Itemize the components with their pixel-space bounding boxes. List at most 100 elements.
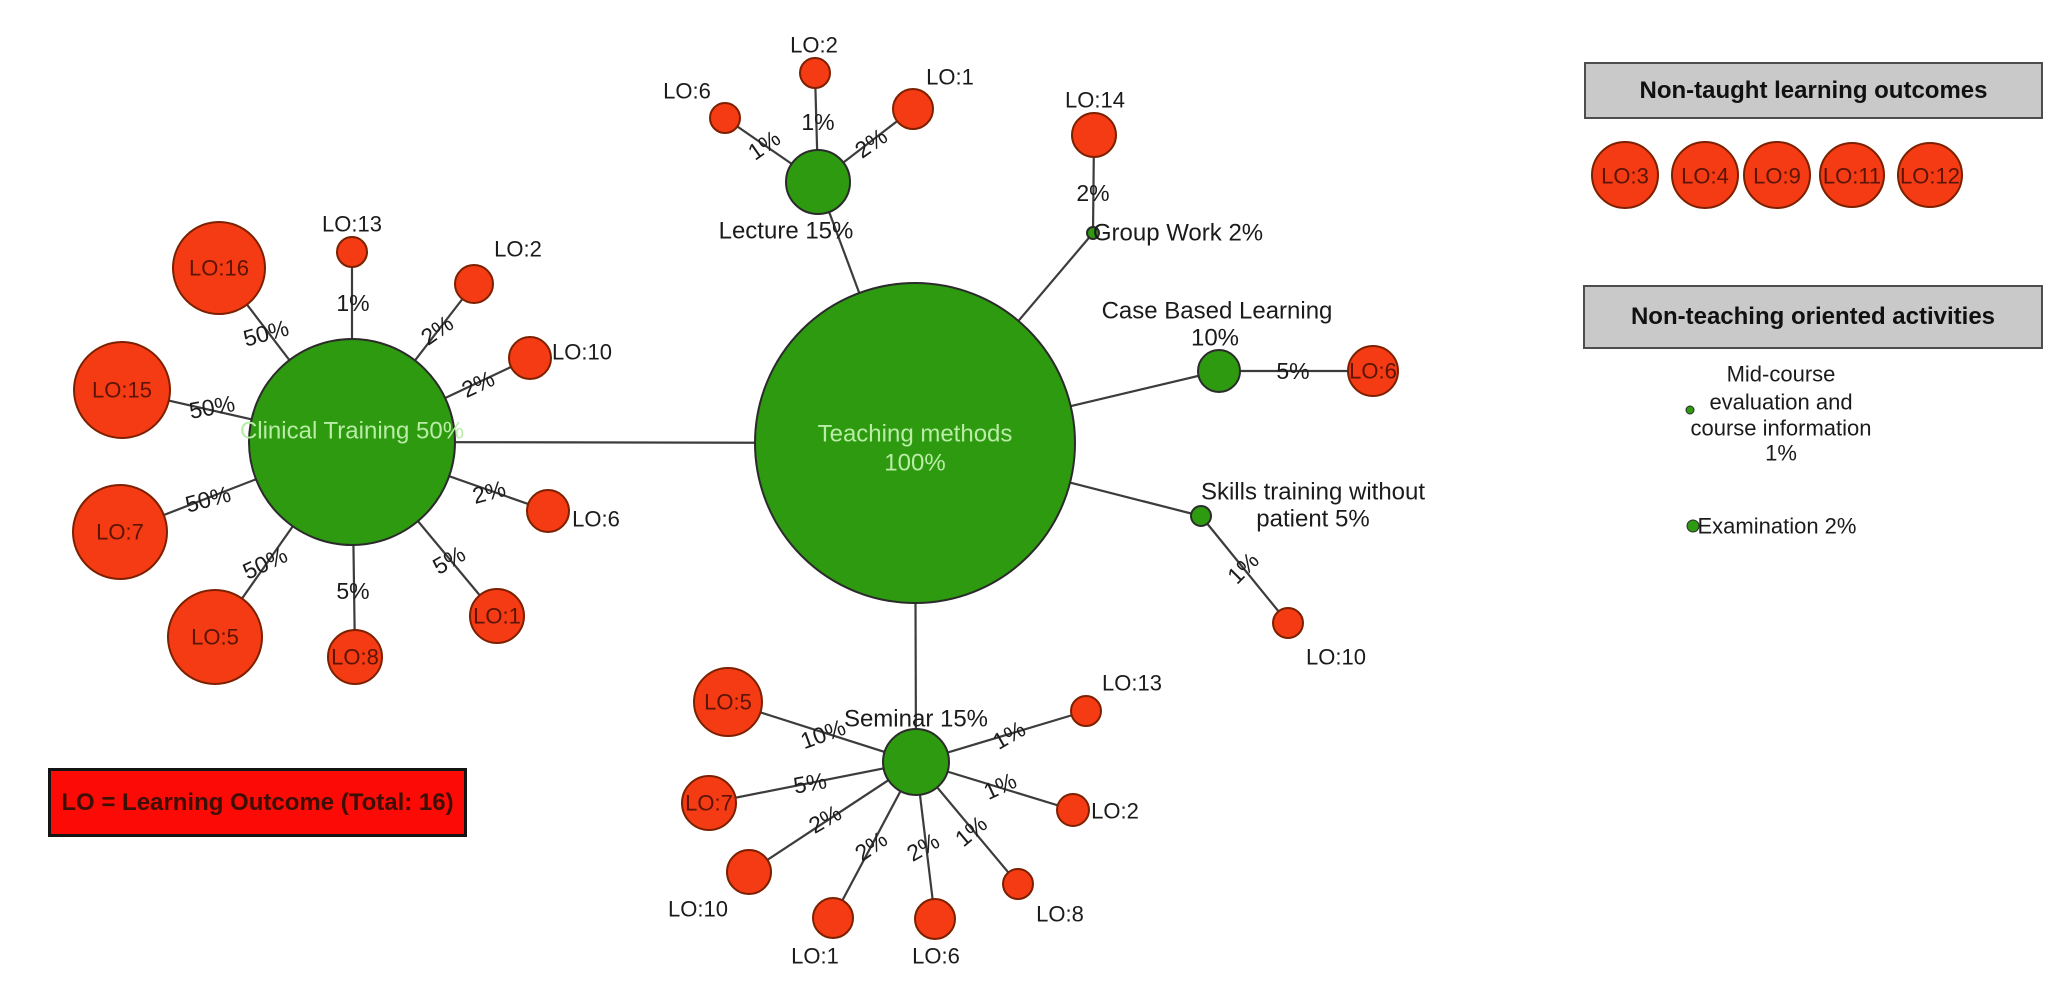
legend-activity-label-mid-course-evaluation-0: Mid-course [1727, 362, 1836, 387]
node-lo5-label-0: LO:5 [191, 625, 239, 650]
node-lo2c-label-0: LO:2 [494, 237, 542, 262]
node-lo13s-outcome-circle [1070, 695, 1102, 727]
node-lo7-outcome-circle [72, 484, 168, 580]
legend-activity-label-mid-course-evaluation-1: evaluation and [1709, 390, 1852, 415]
node-clinical-label-0: Clinical Training 50% [240, 418, 464, 445]
node-lo8-label-0: LO:8 [331, 645, 379, 670]
edge-label-seminar-lo2s: 1% [979, 767, 1020, 805]
node-lo1l-label-0: LO:1 [926, 65, 974, 90]
node-teaching-label-0: Teaching methods [818, 421, 1013, 448]
edge-label-clinical-lo7: 50% [182, 480, 233, 517]
node-lo5s-label-0: LO:5 [704, 690, 752, 715]
node-casebased-label-1: 10% [1191, 325, 1239, 352]
node-lo6s-label-0: LO:6 [912, 944, 960, 969]
node-lo2c-outcome-circle [454, 264, 494, 304]
edge-label-seminar-lo7s: 5% [791, 767, 828, 798]
legend-outcome-circle-1 [1671, 141, 1739, 209]
node-casebased-method-circle [1197, 349, 1241, 393]
node-lo1c-label-0: LO:1 [473, 604, 521, 629]
legend-outcome-circle-4 [1897, 142, 1963, 208]
node-groupwork-label-0: Group Work 2% [1093, 220, 1263, 247]
node-lo7-label-0: LO:7 [96, 520, 144, 545]
node-lo1c-outcome-circle [469, 588, 525, 644]
legend-activity-label-mid-course-evaluation-3: 1% [1765, 441, 1797, 466]
legend-activity-dot-mid-course-evaluation [1685, 405, 1695, 415]
legend-outcome-circle-2 [1743, 141, 1811, 209]
edge-label-clinical-lo13c: 1% [336, 290, 369, 316]
node-lo15-label-0: LO:15 [92, 378, 152, 403]
node-lo6s-outcome-circle [914, 898, 956, 940]
node-skills-label-1: patient 5% [1256, 506, 1369, 533]
edge-label-casebased-lo6b: 5% [1276, 358, 1309, 384]
node-lo6l-label-0: LO:6 [663, 79, 711, 104]
edge-label-clinical-lo8: 5% [336, 578, 369, 604]
node-lo7s-label-0: LO:7 [685, 791, 733, 816]
node-lo2l-outcome-circle [799, 57, 831, 89]
node-lo8-outcome-circle [327, 629, 383, 685]
edge-label-seminar-lo5s: 10% [797, 714, 849, 754]
legend-outcome-label-1: LO:4 [1681, 164, 1729, 189]
node-lo7s-outcome-circle [681, 775, 737, 831]
node-lo5s-outcome-circle [693, 667, 763, 737]
node-lecture-method-circle [785, 149, 851, 215]
edge-label-seminar-lo1s: 2% [850, 826, 892, 866]
node-lo10c-outcome-circle [508, 336, 552, 380]
node-lo1s-label-0: LO:1 [791, 944, 839, 969]
node-lo10s-label-0: LO:10 [668, 897, 728, 922]
edge-label-lecture-lo6l: 1% [743, 125, 785, 165]
node-lo10c-label-0: LO:10 [552, 340, 612, 365]
node-lo10s-outcome-circle [726, 849, 772, 895]
edge-label-seminar-lo6s: 2% [902, 827, 944, 866]
non-taught-header-label: Non-taught learning outcomes [1639, 76, 1988, 104]
edge-label-clinical-lo16: 50% [240, 314, 291, 351]
node-lo2s-outcome-circle [1056, 793, 1090, 827]
node-lo8s-label-0: LO:8 [1036, 902, 1084, 927]
node-lo6b-label-0: LO:6 [1349, 359, 1397, 384]
node-lo16-outcome-circle [172, 221, 266, 315]
edge-label-skills-lo10b: 1% [1222, 547, 1264, 589]
node-lecture-label-0: Lecture 15% [719, 218, 854, 245]
legend-activity-dot-examination [1686, 519, 1700, 533]
legend-outcome-circle-3 [1819, 142, 1885, 208]
node-teaching-method-circle [754, 282, 1076, 604]
node-groupwork-method-circle [1086, 226, 1100, 240]
legend-activity-label-examination-0: Examination 2% [1698, 514, 1857, 539]
node-lo6l-outcome-circle [709, 102, 741, 134]
non-taught-learning-outcomes-header: Non-taught learning outcomes [1584, 62, 2043, 119]
edge-label-seminar-lo13s: 1% [988, 715, 1030, 754]
legend-outcome-label-3: LO:11 [1823, 164, 1881, 189]
edge-label-lecture-lo2l: 1% [801, 109, 834, 135]
edge-label-clinical-lo2c: 2% [416, 310, 458, 350]
node-lo16-label-0: LO:16 [189, 256, 249, 281]
node-skills-label-0: Skills training without [1201, 479, 1425, 506]
node-teaching-label-1: 100% [884, 450, 945, 477]
node-lo1s-outcome-circle [812, 897, 854, 939]
node-lo10b-label-0: LO:10 [1306, 645, 1366, 670]
non-teaching-header-label: Non-teaching oriented activities [1630, 303, 1996, 330]
node-lo5-outcome-circle [167, 589, 263, 685]
node-lo10b-outcome-circle [1272, 607, 1304, 639]
node-seminar-label-0: Seminar 15% [844, 706, 988, 733]
edge-label-clinical-lo15: 50% [187, 390, 237, 424]
node-lo14-label-0: LO:14 [1065, 88, 1125, 113]
lo-abbreviation-note-label: LO = Learning Outcome (Total: 16) [61, 788, 454, 816]
node-seminar-method-circle [882, 728, 950, 796]
node-lo6b-outcome-circle [1347, 345, 1399, 397]
edge-label-clinical-lo5: 50% [239, 541, 292, 584]
node-lo15-outcome-circle [73, 341, 171, 439]
non-teaching-oriented-activities-header: Non-teaching oriented activities [1583, 285, 2043, 349]
node-lo13c-outcome-circle [336, 236, 368, 268]
edge-skills-lo10b [1200, 515, 1289, 624]
lo-abbreviation-note-box: LO = Learning Outcome (Total: 16) [48, 768, 467, 837]
edge-label-groupwork-lo14: 2% [1076, 180, 1109, 206]
node-casebased-label-0: Case Based Learning [1102, 298, 1333, 325]
node-lo8s-outcome-circle [1002, 868, 1034, 900]
node-lo13s-label-0: LO:13 [1102, 671, 1162, 696]
legend-activity-label-mid-course-evaluation-2: course information [1691, 416, 1872, 441]
legend-outcome-label-4: LO:12 [1900, 164, 1960, 189]
legend-outcome-label-2: LO:9 [1753, 164, 1801, 189]
node-lo6c-label-0: LO:6 [572, 507, 620, 532]
node-clinical-method-circle [248, 338, 456, 546]
